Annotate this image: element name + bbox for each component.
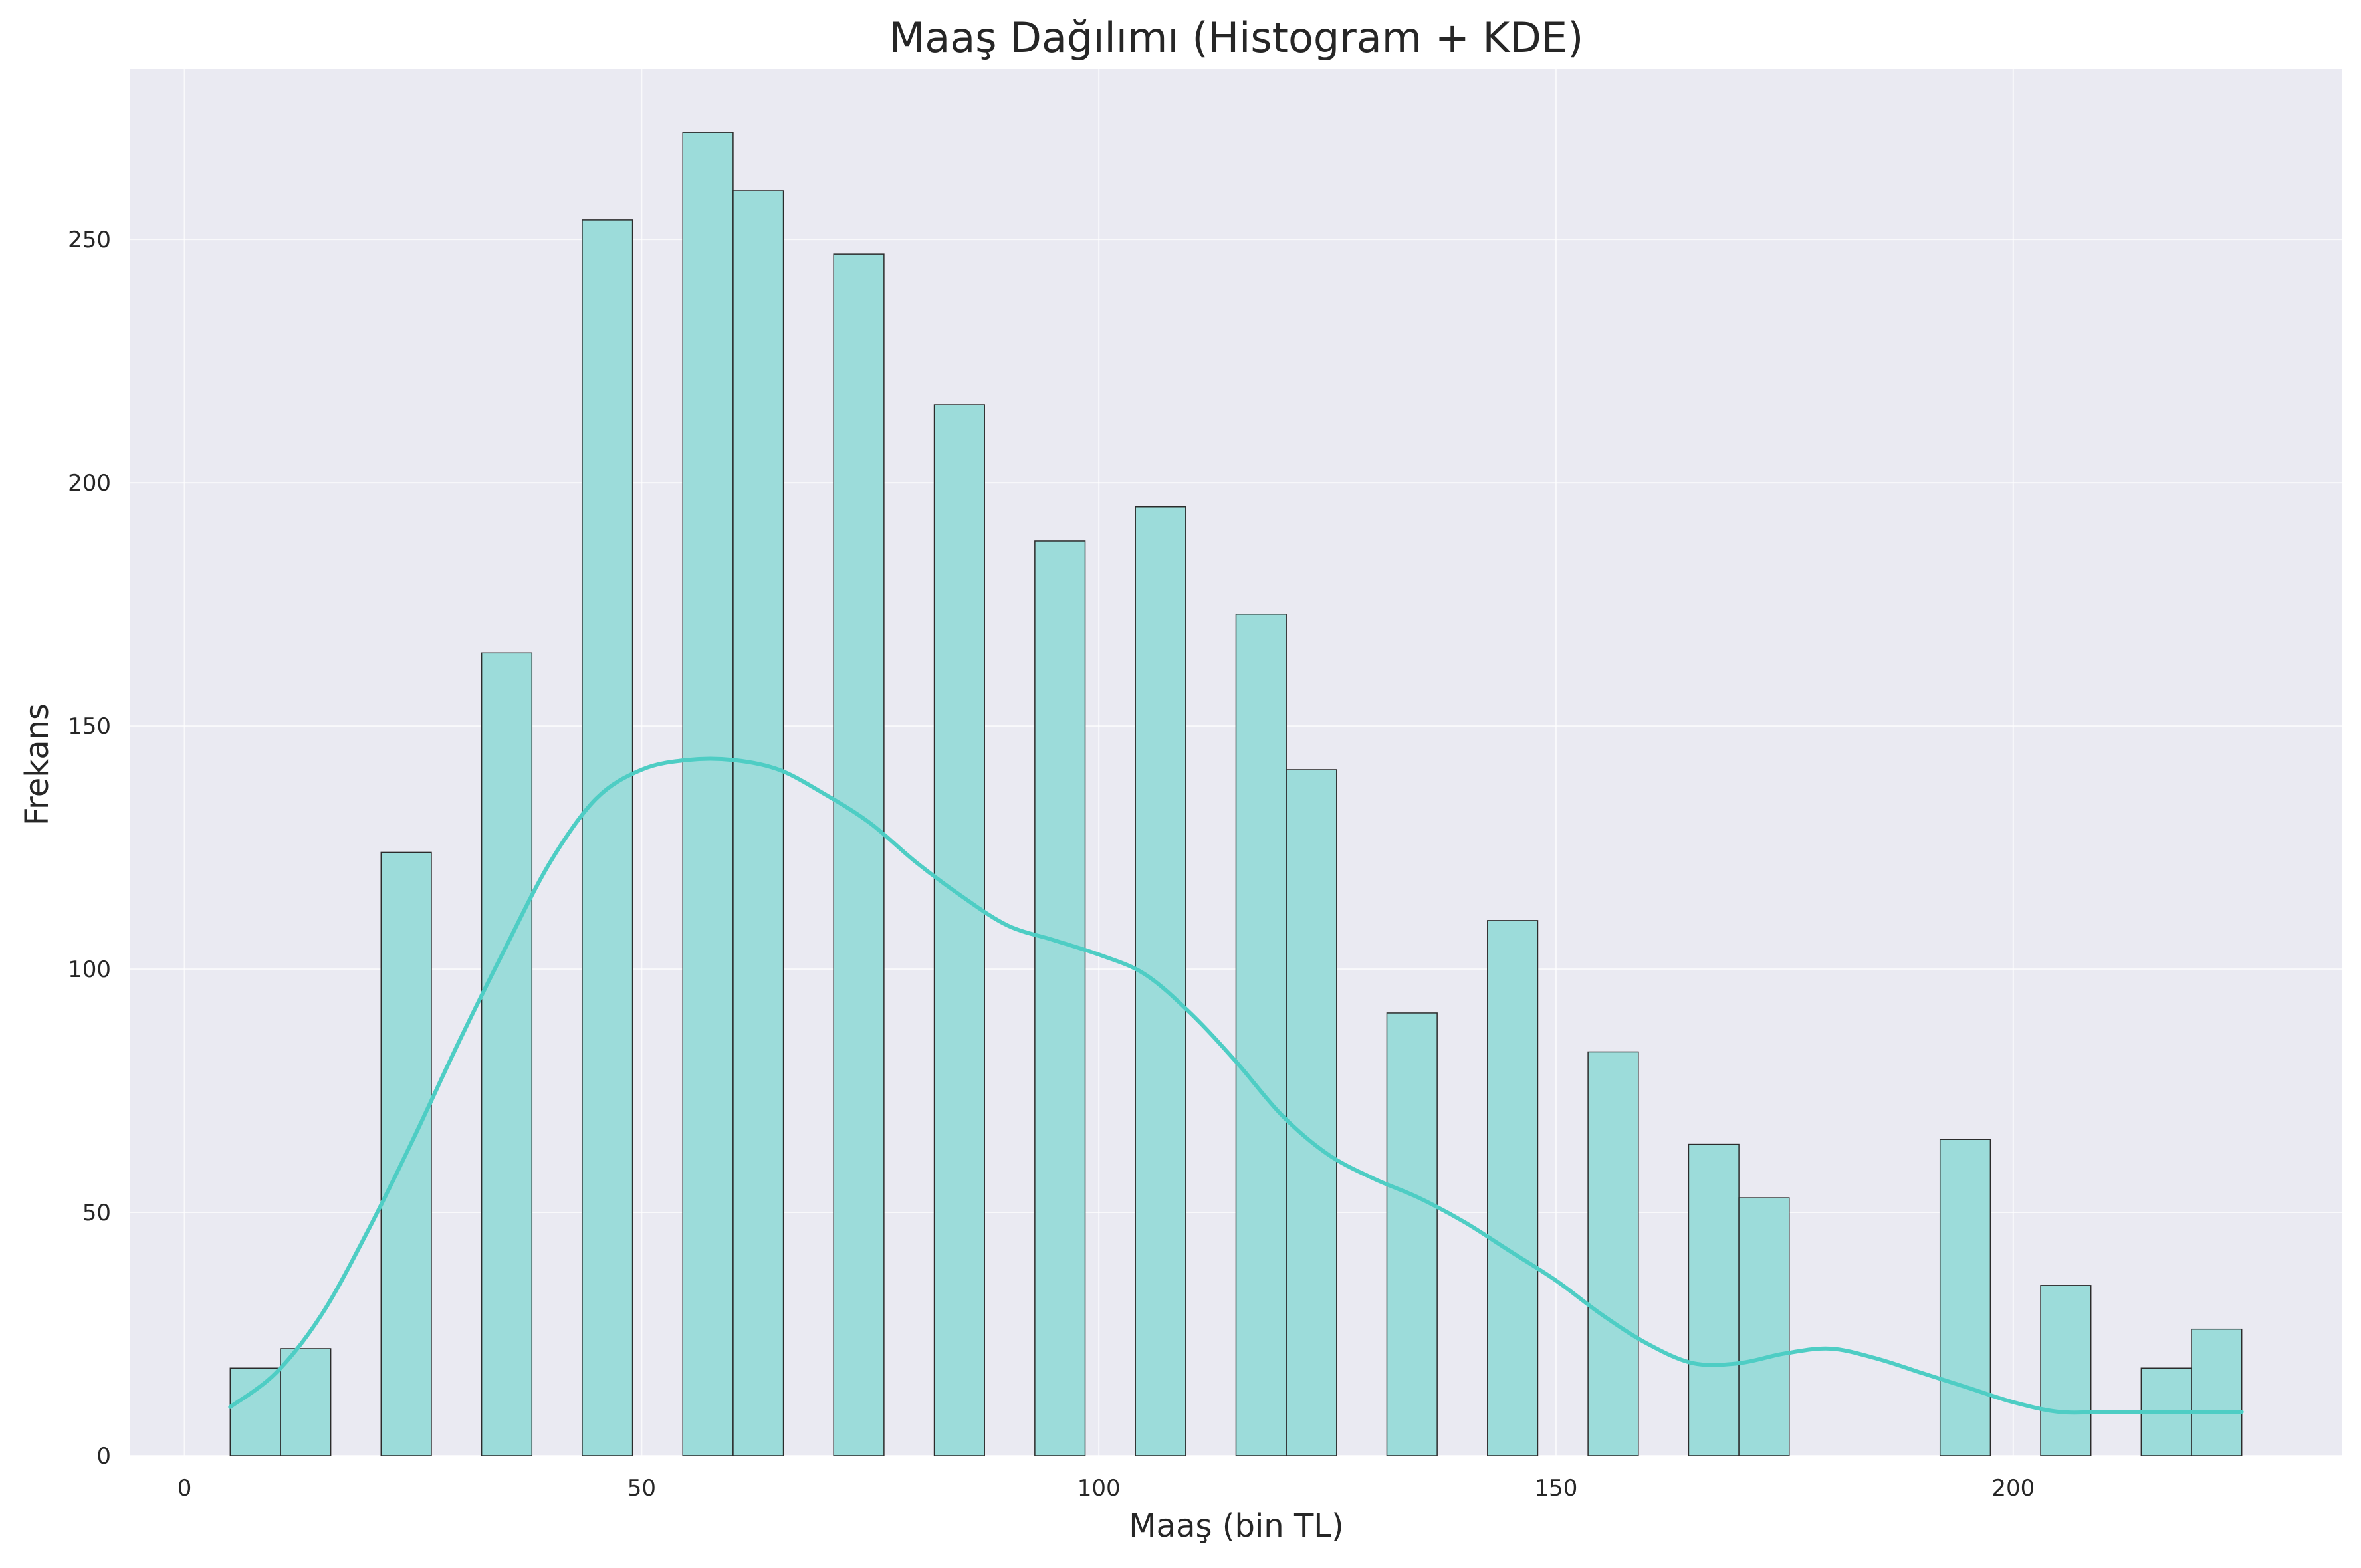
histogram-bar [1286, 769, 1337, 1456]
y-axis-ticks: 0 50 100 150 200 250 [68, 227, 111, 1470]
x-tick-label: 0 [177, 1475, 192, 1502]
histogram-bar [229, 1367, 281, 1456]
histogram-bars [229, 132, 2243, 1456]
x-axis-ticks: 0 50 100 150 200 [177, 1475, 2035, 1502]
histogram-bar [2040, 1285, 2092, 1456]
histogram-bar [682, 132, 734, 1456]
kde-curve [228, 756, 2244, 1415]
x-tick-label: 200 [1991, 1475, 2035, 1502]
y-tick-label: 150 [68, 713, 111, 740]
histogram-bar [732, 190, 784, 1456]
histogram-bar [481, 652, 533, 1456]
histogram-bar [933, 404, 985, 1456]
histogram-bar [1587, 1051, 1639, 1456]
histogram-bar [280, 1348, 332, 1456]
y-tick-label: 0 [96, 1443, 111, 1470]
y-tick-label: 200 [68, 470, 111, 497]
x-tick-label: 50 [627, 1475, 656, 1502]
histogram-bar [1487, 920, 1539, 1456]
chart-title: Maaş Dağılımı (Histogram + KDE) [889, 13, 1584, 62]
histogram-bar [1386, 1012, 1438, 1456]
y-tick-label: 250 [68, 227, 111, 253]
histogram-bar [833, 253, 885, 1456]
histogram-bar [1939, 1139, 1991, 1456]
histogram-bar [1235, 614, 1287, 1456]
x-axis-label: Maaş (bin TL) [1129, 1508, 1344, 1545]
histogram-bar [1688, 1143, 1740, 1456]
histogram-bar [1034, 540, 1086, 1456]
x-tick-label: 100 [1077, 1475, 1121, 1502]
y-tick-label: 50 [82, 1200, 111, 1226]
x-tick-label: 150 [1535, 1475, 1578, 1502]
histogram-bar [2191, 1328, 2243, 1456]
histogram-bar [1738, 1197, 1790, 1456]
y-tick-label: 100 [68, 956, 111, 983]
y-axis-label: Frekans [19, 703, 56, 826]
histogram-bar [582, 219, 633, 1456]
histogram-bar [1135, 506, 1186, 1456]
